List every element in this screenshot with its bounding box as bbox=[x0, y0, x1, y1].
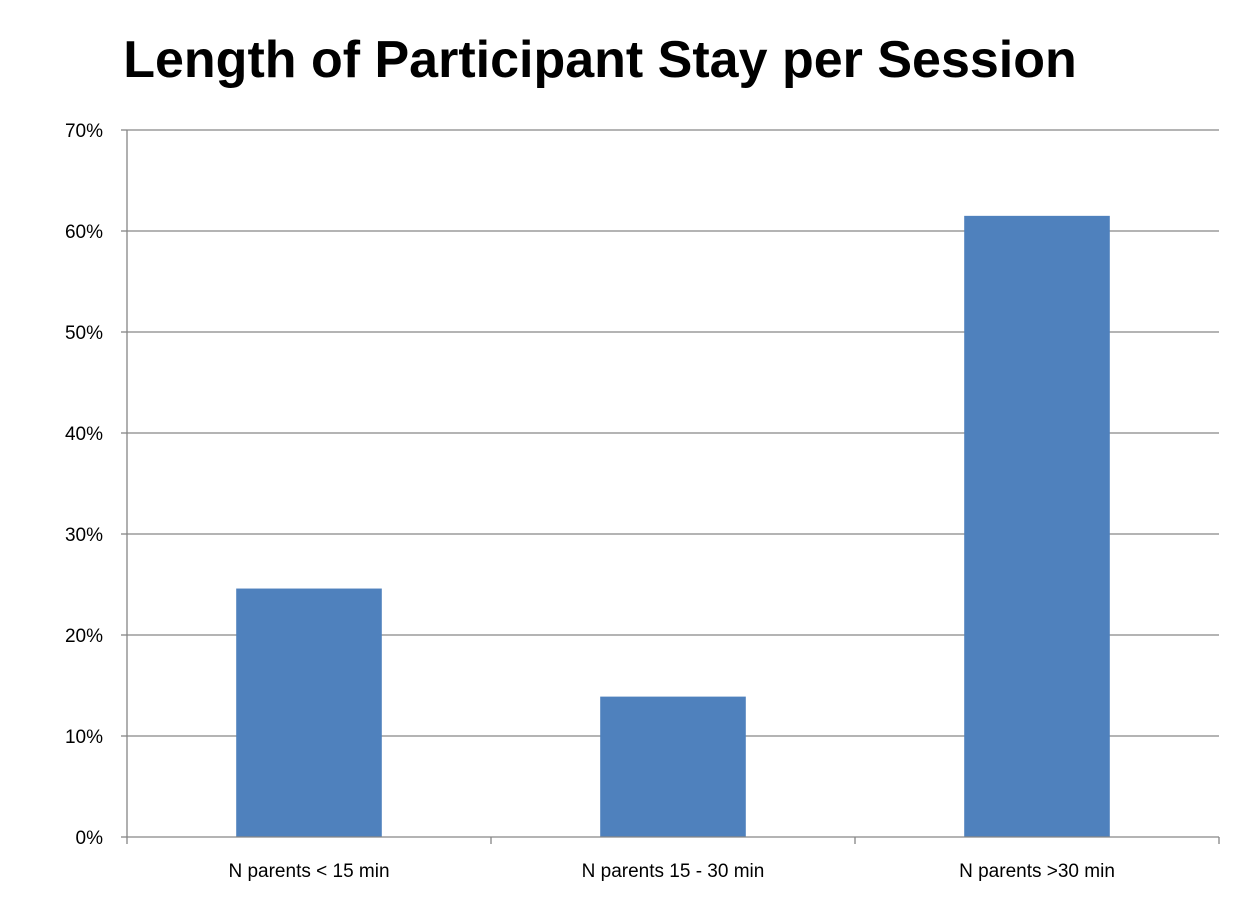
y-tick-label: 50% bbox=[65, 323, 103, 344]
chart-title: Length of Participant Stay per Session bbox=[123, 31, 1077, 89]
x-tick-labels: N parents < 15 min N parents 15 - 30 min N… bbox=[228, 861, 1114, 882]
y-tick-label: 70% bbox=[65, 121, 103, 142]
y-tick-label: 30% bbox=[65, 525, 103, 546]
y-tick-label: 60% bbox=[65, 222, 103, 243]
y-tick-label: 20% bbox=[65, 626, 103, 647]
y-tick-labels: 0% 10% 20% 30% 40% 50% 60% 70% bbox=[65, 121, 103, 849]
bar bbox=[236, 588, 382, 837]
y-tick-label: 10% bbox=[65, 727, 103, 748]
x-tick-label: N parents >30 min bbox=[959, 861, 1115, 882]
x-tick-label: N parents < 15 min bbox=[228, 861, 389, 882]
bars bbox=[236, 215, 1110, 838]
y-tick-label: 40% bbox=[65, 424, 103, 445]
bar bbox=[964, 215, 1110, 838]
bar bbox=[600, 696, 746, 837]
x-tick-label: N parents 15 - 30 min bbox=[582, 861, 765, 882]
y-tick-label: 0% bbox=[76, 828, 104, 849]
axes bbox=[121, 129, 1220, 844]
